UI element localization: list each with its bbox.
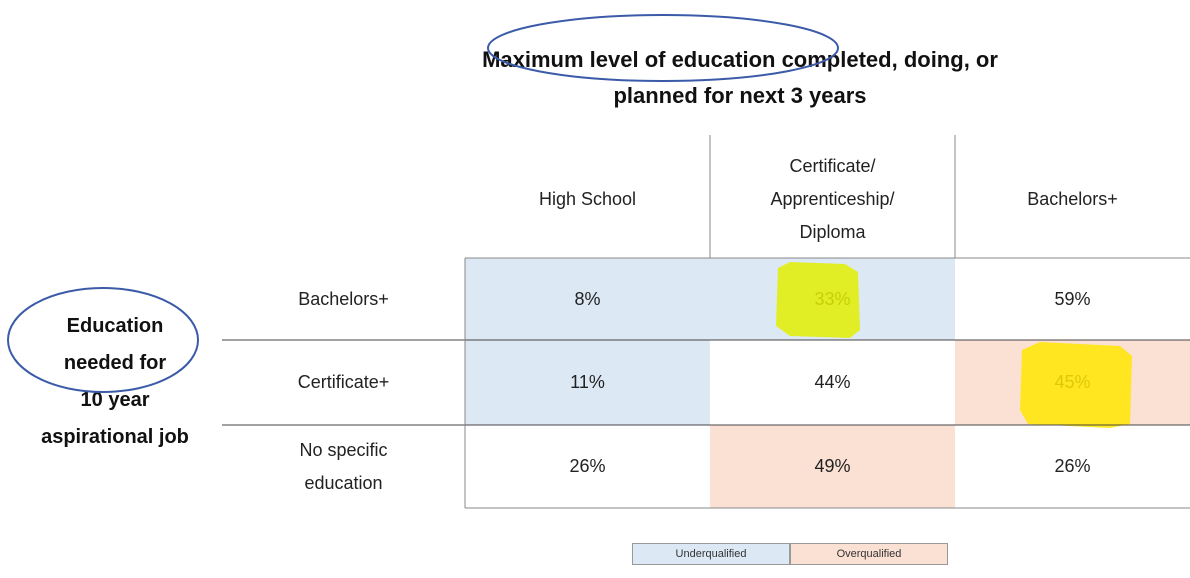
- row-group-title: Education needed for 10 year aspirationa…: [41, 315, 189, 448]
- legend-item: Underqualified: [632, 543, 790, 565]
- table-cell: 49%: [710, 425, 955, 508]
- table-cell: 59%: [955, 258, 1190, 340]
- table-cell: 26%: [955, 425, 1190, 508]
- table-cell: 8%: [465, 258, 710, 340]
- table-cell: 44%: [710, 340, 955, 425]
- column-group-title: Maximum level of education completed, do…: [482, 47, 998, 108]
- column-header: Certificate/ Apprenticeship/ Diploma: [770, 155, 895, 242]
- table-cell: 26%: [465, 425, 710, 508]
- table-cell: 11%: [465, 340, 710, 425]
- row-header: No specific education: [299, 439, 388, 493]
- table-cell: 33%: [710, 258, 955, 340]
- column-header: Bachelors+: [1027, 188, 1118, 209]
- column-header: High School: [538, 188, 637, 209]
- table-cell: 45%: [955, 340, 1190, 425]
- row-header: Bachelors+: [298, 288, 389, 309]
- legend-item: Overqualified: [790, 543, 948, 565]
- row-header: Certificate+: [297, 372, 390, 392]
